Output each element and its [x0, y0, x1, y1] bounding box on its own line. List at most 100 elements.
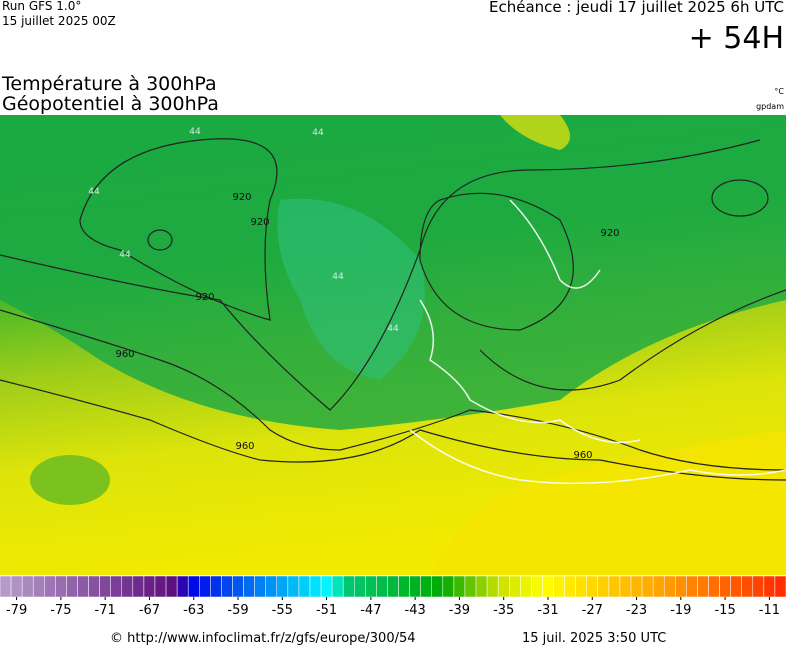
unit-geopotential: gpdam	[756, 102, 784, 111]
warm-region	[430, 430, 786, 575]
colorbar-tick-label: -31	[537, 603, 558, 618]
title-temperature: Température à 300hPa	[1, 73, 217, 95]
colorbar-cell	[354, 575, 366, 598]
temperature-label: 44	[387, 324, 399, 334]
colorbar-cell	[663, 575, 676, 598]
valid-time: Echéance : jeudi 17 juillet 2025 6h UTC	[489, 0, 784, 16]
colorbar-cell	[232, 575, 244, 598]
colorbar-tick-label: -79	[6, 603, 27, 618]
colorbar-tick-label: -75	[50, 603, 71, 618]
colorbar-tick-label: -35	[493, 603, 514, 618]
coastlines	[409, 199, 786, 485]
colorbar-cell	[575, 575, 587, 598]
colorbar: -79 -75 -71 -67 -63 -59 -55 -51 -47 -43 -39 -35 -31 -…	[0, 575, 786, 618]
colorbar-cell	[187, 575, 200, 598]
colorbar-cell	[752, 575, 765, 598]
colorbar-cell	[564, 575, 576, 598]
colorbar-cell	[497, 575, 510, 598]
run-date: 15 juillet 2025 00Z	[2, 14, 116, 28]
colorbar-tick-label: -19	[670, 603, 691, 618]
run-label: Run GFS 1.0°	[2, 0, 81, 13]
colorbar-cell	[608, 575, 621, 598]
colorbar-cell	[342, 575, 355, 598]
colorbar-cell	[121, 575, 134, 598]
colorbar-cell	[531, 575, 543, 598]
temperature-label: 44	[332, 272, 344, 282]
colorbar-cell	[387, 575, 399, 598]
colorbar-tick-label: -47	[360, 603, 381, 618]
colorbar-cell	[553, 575, 565, 598]
colorbar-tick-label: -59	[227, 603, 248, 618]
colorbar-cell	[641, 575, 654, 598]
colorbar-cell	[10, 575, 23, 598]
footer-url: © http://www.infoclimat.fr/z/gfs/europe/…	[110, 631, 416, 646]
colorbar-cell	[597, 575, 610, 598]
contour-label: 960	[573, 450, 592, 461]
colorbar-tick-label: -63	[183, 603, 204, 618]
colorbar-cell	[55, 575, 67, 598]
colorbar-cell	[298, 575, 311, 598]
colorbar-cell	[619, 575, 632, 598]
colorbar-cell	[586, 575, 599, 598]
contour-label: 920	[250, 217, 269, 228]
colorbar-tick-label: -11	[759, 603, 780, 618]
colorbar-cell	[176, 575, 189, 598]
colorbar-cell	[165, 575, 178, 598]
colorbar-tick-label: -55	[272, 603, 293, 618]
footer-time: 15 juil. 2025 3:50 UTC	[522, 631, 666, 646]
colorbar-cell	[464, 575, 477, 598]
colorbar-cell	[763, 575, 776, 598]
colorbar-cell	[221, 575, 233, 598]
colorbar-cell	[21, 575, 34, 598]
colorbar-tick-label: -39	[449, 603, 470, 618]
colorbar-cell	[243, 575, 255, 598]
colorbar-cell	[420, 575, 432, 598]
colorbar-cell	[652, 575, 665, 598]
colorbar-tick-label: -27	[582, 603, 603, 618]
colorbar-tick-label: -23	[626, 603, 647, 618]
colorbar-tick-label: -43	[405, 603, 426, 618]
contour-label: 920	[600, 228, 619, 239]
map-area: 920 920 920 920 960 960 960 44 44 44 44 44 44	[0, 115, 786, 575]
colorbar-cell	[199, 575, 211, 598]
colorbar-cell	[320, 575, 333, 598]
colorbar-cell	[730, 575, 742, 598]
colorbar-cell	[154, 575, 167, 598]
temperature-label: 44	[88, 187, 100, 197]
colorbar-cell	[0, 575, 12, 598]
colorbar-cell	[486, 575, 499, 598]
lead-time: + 54H	[689, 21, 784, 56]
temperature-label: 44	[119, 250, 131, 260]
colorbar-cell	[442, 575, 455, 598]
colorbar-cell	[508, 575, 521, 598]
colorbar-cell	[398, 575, 410, 598]
colorbar-cell	[309, 575, 322, 598]
colorbar-cell	[44, 575, 56, 598]
colorbar-tick-label: -51	[316, 603, 337, 618]
temperature-label: 44	[189, 127, 201, 137]
title-geopotential: Géopotentiel à 300hPa	[2, 93, 219, 115]
colorbar-cell	[88, 575, 100, 598]
colorbar-cell	[686, 575, 698, 598]
contour-label: 960	[235, 441, 254, 452]
colorbar-cell	[143, 575, 156, 598]
colorbar-cell	[453, 575, 466, 598]
contour-label: 920	[232, 192, 251, 203]
colorbar-cell	[520, 575, 532, 598]
colorbar-cell	[110, 575, 123, 598]
temperature-label: 44	[312, 128, 324, 138]
colorbar-cell	[630, 575, 643, 598]
colorbar-tick-label: -67	[139, 603, 160, 618]
warm-patch	[500, 115, 570, 150]
colorbar-tick-label: -71	[95, 603, 116, 618]
colorbar-cell	[210, 575, 222, 598]
colorbar-cell	[32, 575, 45, 598]
colorbar-cell	[675, 575, 687, 598]
cool-patch	[30, 455, 110, 505]
colorbar-cell	[265, 575, 278, 598]
colorbar-cell	[719, 575, 731, 598]
colorbar-cell	[365, 575, 377, 598]
colorbar-cell	[475, 575, 488, 598]
